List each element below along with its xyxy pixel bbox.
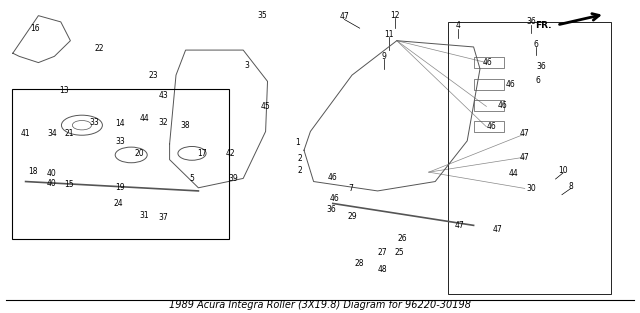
Text: 25: 25 bbox=[394, 249, 404, 257]
Text: 2: 2 bbox=[297, 166, 302, 175]
Text: 18: 18 bbox=[29, 167, 38, 176]
Bar bbox=[448, 22, 611, 294]
Text: 30: 30 bbox=[526, 184, 536, 193]
Text: 4: 4 bbox=[455, 21, 460, 30]
Text: 35: 35 bbox=[257, 11, 268, 20]
Text: 12: 12 bbox=[390, 11, 399, 19]
Text: 47: 47 bbox=[520, 153, 530, 162]
Text: 46: 46 bbox=[328, 173, 338, 182]
Text: FR.: FR. bbox=[535, 21, 552, 29]
Text: 14: 14 bbox=[115, 119, 125, 128]
Text: 47: 47 bbox=[454, 222, 465, 230]
Text: 36: 36 bbox=[326, 205, 337, 214]
Text: 11: 11 bbox=[385, 30, 394, 39]
Text: 19: 19 bbox=[115, 183, 125, 192]
Text: 9: 9 bbox=[381, 52, 387, 61]
Text: 48: 48 bbox=[378, 265, 388, 274]
Text: 44: 44 bbox=[139, 115, 149, 123]
Text: 47: 47 bbox=[520, 130, 530, 138]
Text: 46: 46 bbox=[486, 122, 497, 131]
Text: 40: 40 bbox=[46, 169, 56, 178]
Text: 40: 40 bbox=[46, 179, 56, 187]
Text: 24: 24 bbox=[113, 199, 124, 208]
Text: 28: 28 bbox=[355, 259, 364, 268]
Text: 1989 Acura Integra Roller (3X19.8) Diagram for 96220-30198: 1989 Acura Integra Roller (3X19.8) Diagr… bbox=[169, 300, 471, 310]
Text: 32: 32 bbox=[158, 118, 168, 126]
Text: 46: 46 bbox=[329, 194, 339, 203]
Text: 39: 39 bbox=[228, 174, 239, 183]
Text: 36: 36 bbox=[526, 18, 536, 26]
Text: 21: 21 bbox=[65, 129, 74, 137]
Text: 33: 33 bbox=[115, 137, 125, 146]
Text: 6: 6 bbox=[535, 76, 540, 85]
Text: 20: 20 bbox=[134, 149, 145, 158]
Text: 22: 22 bbox=[95, 44, 104, 53]
Bar bbox=[474, 79, 504, 90]
Text: 16: 16 bbox=[30, 24, 40, 33]
Bar bbox=[12, 89, 229, 239]
Bar bbox=[474, 121, 504, 132]
Text: 10: 10 bbox=[558, 166, 568, 175]
Bar bbox=[474, 57, 504, 68]
Text: 33: 33 bbox=[90, 118, 100, 126]
Text: 17: 17 bbox=[196, 149, 207, 158]
Text: 13: 13 bbox=[59, 86, 69, 95]
Text: 34: 34 bbox=[47, 129, 58, 137]
Text: 26: 26 bbox=[397, 234, 407, 243]
Text: 29: 29 bbox=[347, 212, 357, 221]
Text: 5: 5 bbox=[189, 174, 195, 183]
Text: 43: 43 bbox=[158, 91, 168, 100]
Text: 7: 7 bbox=[348, 184, 353, 193]
Text: 46: 46 bbox=[506, 80, 516, 89]
Text: 47: 47 bbox=[339, 12, 349, 21]
Text: 42: 42 bbox=[225, 149, 236, 158]
Text: 8: 8 bbox=[568, 182, 573, 191]
Text: 31: 31 bbox=[139, 212, 149, 220]
Text: 45: 45 bbox=[260, 102, 271, 111]
Text: 2: 2 bbox=[297, 154, 302, 162]
Text: 15: 15 bbox=[64, 180, 74, 188]
Text: 27: 27 bbox=[378, 249, 388, 257]
Text: 38: 38 bbox=[180, 121, 191, 130]
Text: 23: 23 bbox=[148, 71, 159, 80]
Text: 6: 6 bbox=[534, 40, 539, 49]
Text: 44: 44 bbox=[508, 169, 518, 178]
Text: 36: 36 bbox=[536, 62, 546, 71]
Text: 37: 37 bbox=[158, 213, 168, 222]
Text: 41: 41 bbox=[20, 129, 31, 137]
Text: 46: 46 bbox=[483, 58, 493, 67]
Text: 3: 3 bbox=[244, 61, 249, 70]
Bar bbox=[474, 100, 504, 111]
Text: 47: 47 bbox=[493, 225, 503, 233]
Text: 1: 1 bbox=[295, 138, 300, 147]
Text: 46: 46 bbox=[497, 101, 508, 110]
